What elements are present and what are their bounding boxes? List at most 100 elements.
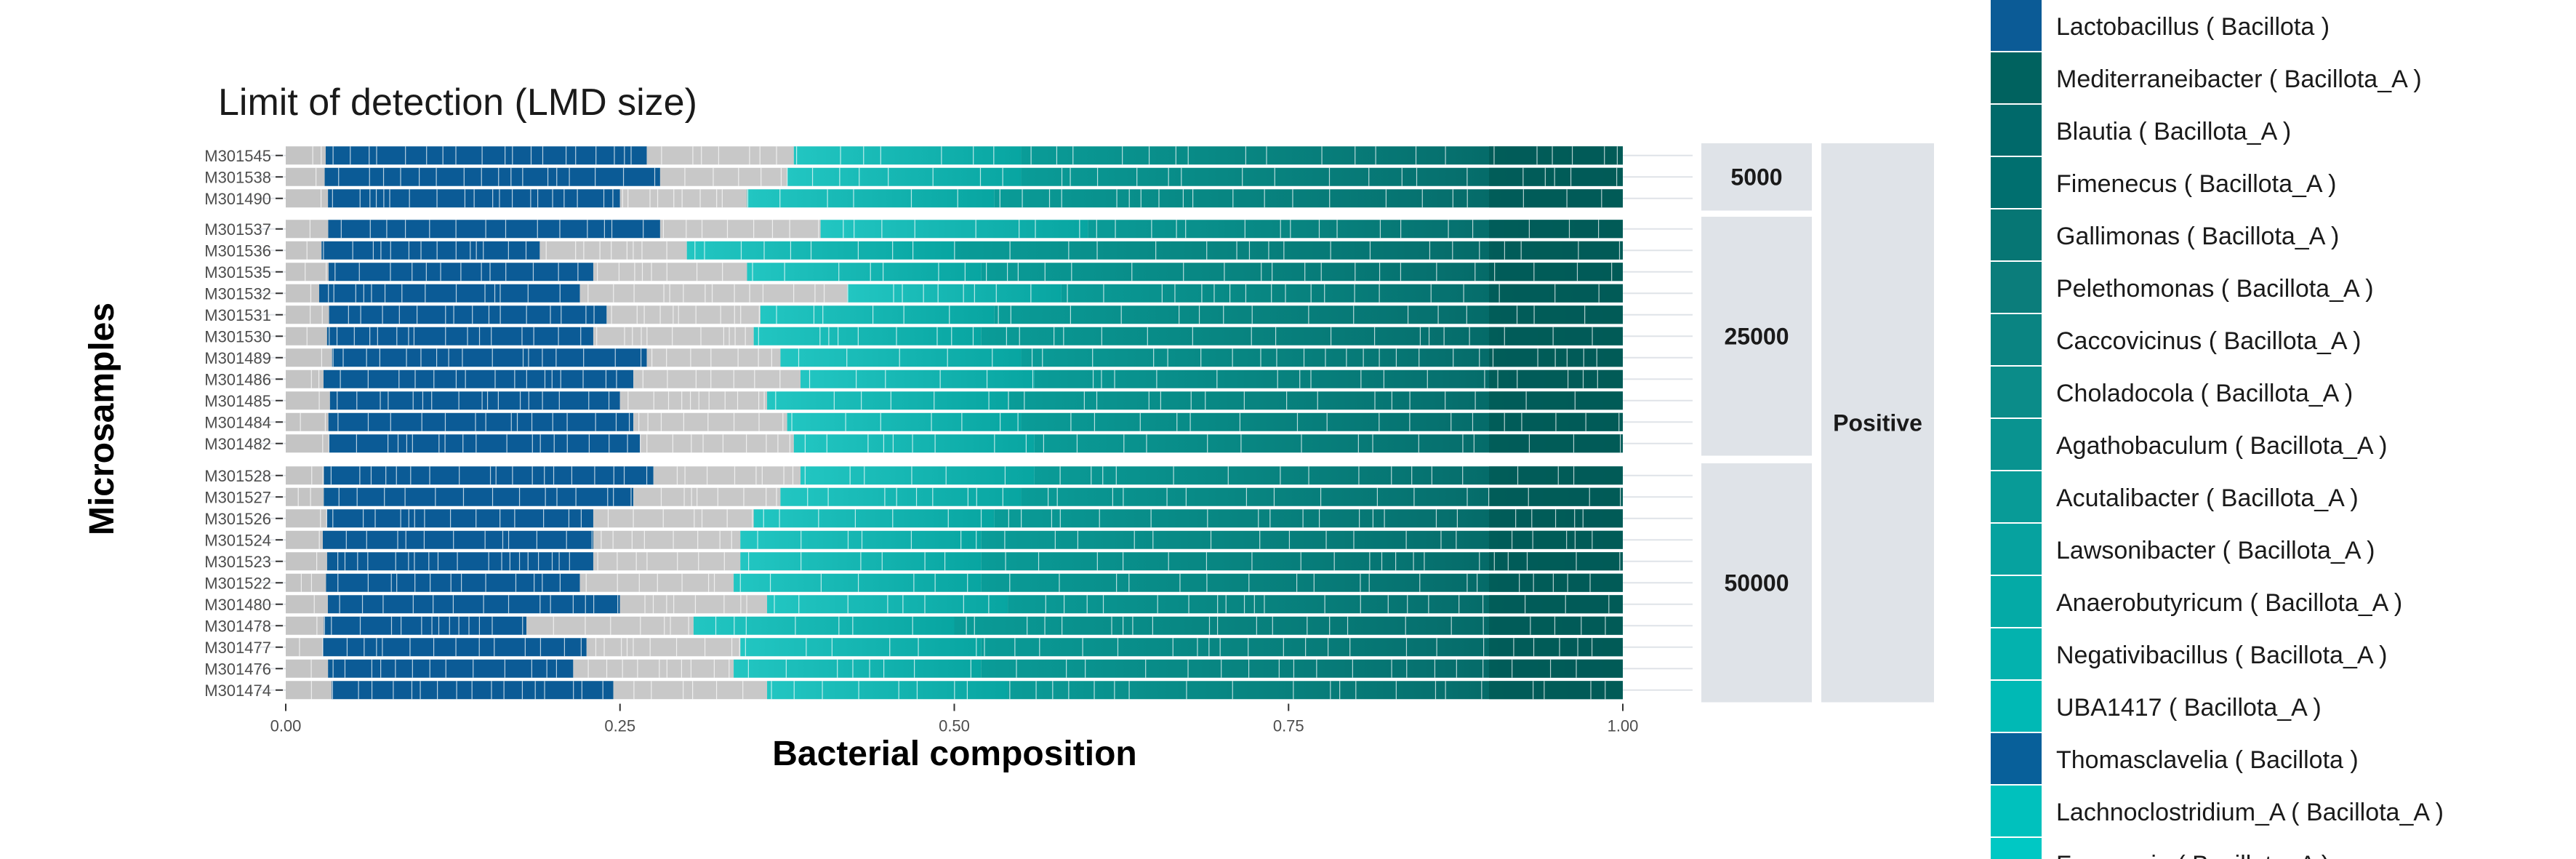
legend-label: Choladocola ( Bacillota_A ) xyxy=(2056,380,2353,407)
y-tick-label: M301474 xyxy=(204,682,271,700)
y-tick-label: M301527 xyxy=(204,488,271,506)
bar-segment-grey-start xyxy=(286,348,332,367)
bar-segment-grey xyxy=(613,681,768,700)
bar-segment-dark xyxy=(1489,220,1623,239)
y-axis-title: Microsamples xyxy=(83,303,121,535)
bar-segment-grey xyxy=(573,659,734,678)
legend-swatch xyxy=(1991,733,2042,784)
bar-segment-cyan xyxy=(747,263,982,281)
bar-segment-lactobacillus xyxy=(326,509,593,528)
bar-segment-grey-start xyxy=(286,263,329,281)
bar-segment-dark xyxy=(1489,466,1623,485)
bar-row-M301478 xyxy=(286,616,1623,635)
bar-row-M301490 xyxy=(286,189,1623,208)
bar-segment-lactobacillus xyxy=(329,305,607,324)
bar-segment-grey-start xyxy=(286,146,326,165)
bar-segment-grey xyxy=(619,189,747,208)
y-tick-label: M301532 xyxy=(204,284,271,303)
legend-swatch xyxy=(1991,524,2042,575)
facet-strip-25000 xyxy=(1701,217,1812,456)
y-tick-label: M301482 xyxy=(204,435,271,453)
bar-segment-grey-start xyxy=(286,189,329,208)
y-tick-label: M301526 xyxy=(204,510,271,528)
chart-title: Limit of detection (LMD size) xyxy=(218,81,697,124)
bar-row-M301528 xyxy=(286,466,1623,485)
bar-segment-cyan xyxy=(767,681,1008,700)
bar-segment-lactobacillus xyxy=(322,530,593,549)
legend-label: UBA1417 ( Bacillota_A ) xyxy=(2056,694,2322,722)
legend-swatch xyxy=(1991,628,2042,679)
y-tick-label: M301536 xyxy=(204,241,271,260)
bar-segment-dark xyxy=(1489,348,1623,367)
legend-item: Mediterraneibacter ( Bacillota_A ) xyxy=(1991,52,2422,103)
legend-label: Negativibacillus ( Bacillota_A ) xyxy=(2056,642,2387,669)
legend-swatch xyxy=(1991,52,2042,103)
facet-label: 25000 xyxy=(1725,323,1789,349)
bar-segment-grey xyxy=(640,434,794,453)
bar-segment-cyan xyxy=(820,220,1088,239)
y-tick-label: M301476 xyxy=(204,660,271,678)
legend-item: Faecousia ( Bacillota_A ) xyxy=(1991,838,2330,859)
bar-segment-dark xyxy=(1489,434,1623,453)
bar-segment-dark xyxy=(1489,616,1623,635)
bar-segment-grey xyxy=(653,466,801,485)
bar-segment-grey xyxy=(593,509,754,528)
bar-segment-lactobacillus xyxy=(324,487,634,506)
legend-item: Agathobaculum ( Bacillota_A ) xyxy=(1991,419,2387,470)
outer-facet-label: Positive xyxy=(1833,409,1922,436)
bar-segment-lactobacillus xyxy=(318,284,580,303)
bar-segment-lactobacillus xyxy=(325,146,647,165)
bar-segment-lactobacillus xyxy=(329,391,620,410)
facet-strips: 5000 25000 50000 Positive xyxy=(1701,143,1934,703)
bar-segment-dark xyxy=(1489,391,1623,410)
bar-row-M301530 xyxy=(286,327,1623,345)
bar-row-M301535 xyxy=(286,263,1623,281)
bar-segment-cyan xyxy=(793,146,1022,165)
legend-item: Pelethomonas ( Bacillota_A ) xyxy=(1991,262,2374,313)
bar-segment-grey xyxy=(593,327,754,345)
facet-label: 5000 xyxy=(1730,164,1782,190)
bar-segment-grey-start xyxy=(286,530,323,549)
bar-segment-lactobacillus xyxy=(326,573,580,592)
bar-segment-grey xyxy=(633,412,787,431)
y-tick-label: M301524 xyxy=(204,531,271,549)
legend-swatch xyxy=(1991,576,2042,627)
bar-segment-grey-start xyxy=(286,487,324,506)
bar-segment-grey-start xyxy=(286,167,325,186)
bar-segment-dark xyxy=(1489,263,1623,281)
bar-segment-grey xyxy=(606,305,761,324)
bar-segment-grey xyxy=(579,284,848,303)
legend-item: Anaerobutyricum ( Bacillota_A ) xyxy=(1991,576,2402,627)
y-tick-label: M301484 xyxy=(204,413,271,431)
bar-segment-cyan xyxy=(787,412,1022,431)
y-tick-labels: M301545 M301538 M301490 M301537 M301536 M3015… xyxy=(204,147,283,700)
x-tick-label: 0.50 xyxy=(939,717,970,735)
y-tick-label: M301523 xyxy=(204,553,271,571)
legend-swatch xyxy=(1991,262,2042,313)
legend-label: Lachnoclostridium_A ( Bacillota_A ) xyxy=(2056,799,2444,826)
legend-item: Thomasclavelia ( Bacillota ) xyxy=(1991,733,2359,784)
legend-item: UBA1417 ( Bacillota_A ) xyxy=(1991,681,2322,732)
legend-item: Blautia ( Bacillota_A ) xyxy=(1991,105,2291,156)
bar-segment-dark xyxy=(1489,146,1623,165)
bar-row-M301476 xyxy=(286,659,1623,678)
legend-swatch xyxy=(1991,471,2042,522)
bar-segment-cyan xyxy=(753,327,982,345)
bar-row-M301523 xyxy=(286,552,1623,571)
bar-segment-cyan xyxy=(753,509,995,528)
bar-segment-dark xyxy=(1489,189,1623,208)
legend-label: Mediterraneibacter ( Bacillota_A ) xyxy=(2056,65,2422,93)
bar-segment-grey xyxy=(593,530,741,549)
bar-segment-cyan xyxy=(780,487,1022,506)
bar-segment-lactobacillus xyxy=(332,348,647,367)
bar-segment-grey-start xyxy=(286,638,324,657)
y-tick-label: M301535 xyxy=(204,263,271,281)
y-tick-label: M301490 xyxy=(204,190,271,208)
bar-segment-cyan xyxy=(801,466,1035,485)
bar-segment-grey-start xyxy=(286,327,327,345)
bar-row-M301545 xyxy=(286,146,1623,165)
bar-segment-dark xyxy=(1489,573,1623,592)
bar-segment-grey xyxy=(526,616,694,635)
bar-segment-dark xyxy=(1489,659,1623,678)
